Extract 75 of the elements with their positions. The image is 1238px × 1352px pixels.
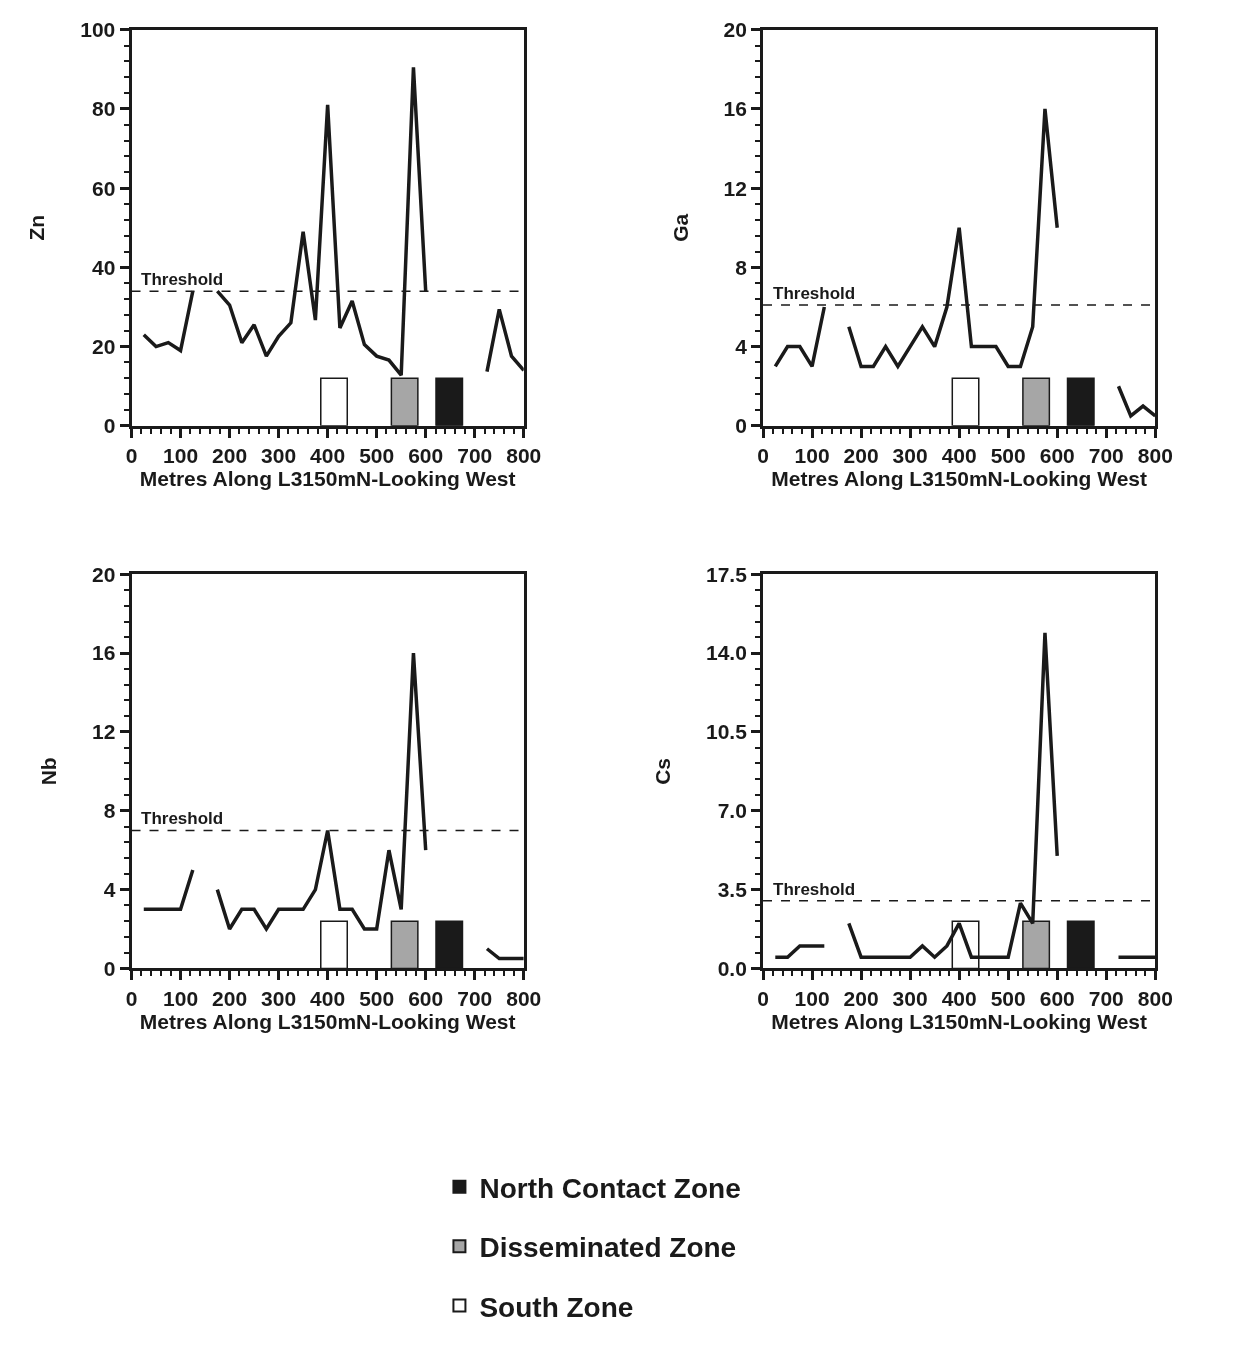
x-tick-label: 300 [892, 986, 928, 1010]
y-tick-label: 10.5 [705, 720, 748, 744]
y-tick-label: 100 [80, 18, 116, 42]
x-tick-label: 400 [310, 986, 346, 1010]
y-tick-label: 20 [723, 18, 747, 42]
x-tick-label: 500 [359, 986, 395, 1010]
ref-line-label: Threshold [773, 880, 856, 899]
x-tick-label: 600 [1039, 986, 1075, 1010]
x-tick-label: 800 [506, 444, 542, 468]
x-tick-label: 400 [310, 444, 346, 468]
y-axis-title: Nb [37, 757, 61, 786]
x-tick-label: 700 [1088, 986, 1124, 1010]
x-axis-title: Metres Along L3150mN-Looking West [139, 467, 516, 491]
x-tick-label: 100 [163, 986, 199, 1010]
x-tick-label: 800 [1137, 986, 1173, 1010]
y-axis-title: Cs [651, 757, 675, 785]
y-tick-label: 16 [723, 97, 747, 121]
ref-line-label: Threshold [141, 270, 224, 289]
y-tick-label: 17.5 [705, 562, 748, 586]
x-tick-label: 100 [163, 444, 199, 468]
x-tick-label: 400 [941, 444, 977, 468]
x-tick-label: 300 [892, 444, 928, 468]
x-tick-label: 600 [408, 444, 444, 468]
x-tick-label: 200 [843, 444, 879, 468]
x-axis-title: Metres Along L3150mN-Looking West [771, 467, 1148, 491]
x-tick-label: 300 [261, 444, 297, 468]
x-tick-label: 700 [1088, 444, 1124, 468]
x-tick-label: 600 [1039, 444, 1075, 468]
x-axis-title: Metres Along L3150mN-Looking West [139, 1009, 516, 1033]
x-tick-label: 0 [757, 986, 769, 1010]
y-tick-label: 0.0 [717, 956, 747, 980]
y-tick-label: 4 [103, 877, 116, 901]
x-tick-label: 200 [843, 986, 879, 1010]
x-tick-label: 0 [757, 444, 769, 468]
x-tick-label: 600 [408, 986, 444, 1010]
x-axis-title: Metres Along L3150mN-Looking West [771, 1009, 1148, 1033]
y-tick-label: 3.5 [717, 877, 748, 901]
y-tick-label: 12 [723, 176, 747, 200]
y-tick-label: 14.0 [705, 641, 747, 665]
x-tick-label: 500 [990, 986, 1026, 1010]
y-tick-label: 20 [91, 562, 116, 586]
legend-label: South Zone [479, 1291, 634, 1323]
x-tick-label: 500 [990, 444, 1026, 468]
x-tick-label: 200 [212, 986, 248, 1010]
x-tick-label: 800 [1137, 444, 1173, 468]
ref-line-label: Threshold [141, 809, 224, 828]
x-tick-label: 100 [794, 986, 830, 1010]
y-tick-label: 40 [91, 255, 116, 279]
y-axis-title: Zn [25, 214, 49, 241]
y-tick-label: 80 [91, 97, 116, 121]
y-tick-label: 7.0 [717, 799, 747, 823]
x-tick-label: 100 [794, 444, 830, 468]
x-tick-label: 0 [125, 444, 138, 468]
y-tick-label: 0 [103, 956, 116, 980]
y-tick-label: 8 [735, 255, 748, 279]
y-axis-title: Ga [668, 213, 692, 242]
y-tick-label: 60 [91, 176, 116, 200]
x-tick-label: 200 [212, 444, 248, 468]
y-tick-label: 16 [91, 641, 116, 665]
x-tick-label: 300 [261, 986, 297, 1010]
x-tick-label: 400 [941, 986, 977, 1010]
y-tick-label: 0 [103, 414, 116, 438]
ref-line-label: Threshold [773, 284, 856, 303]
x-tick-label: 0 [125, 986, 138, 1010]
y-tick-label: 20 [91, 334, 116, 358]
y-tick-label: 12 [91, 720, 116, 744]
y-tick-label: 8 [103, 799, 116, 823]
x-tick-label: 700 [457, 444, 493, 468]
legend-label: Disseminated Zone [479, 1232, 737, 1264]
legend-label: North Contact Zone [479, 1172, 741, 1204]
x-tick-label: 800 [506, 986, 542, 1010]
x-tick-label: 700 [457, 986, 493, 1010]
y-tick-label: 4 [735, 334, 748, 358]
x-tick-label: 500 [359, 444, 395, 468]
y-tick-label: 0 [735, 414, 747, 438]
